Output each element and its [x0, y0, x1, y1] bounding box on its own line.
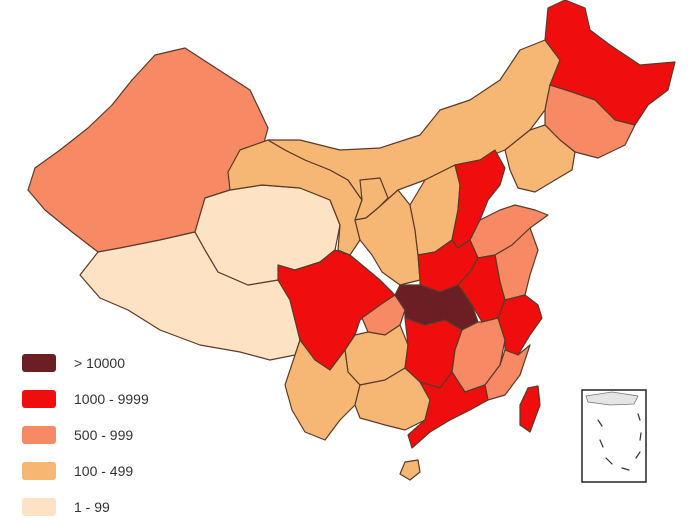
region-hainan[interactable] — [399, 459, 421, 481]
legend-label: 100 - 499 — [74, 463, 134, 479]
legend-item: 1000 - 9999 — [22, 381, 149, 417]
region-guangdong[interactable] — [407, 371, 489, 449]
legend-swatch — [22, 462, 56, 480]
legend-item: 100 - 499 — [22, 453, 149, 489]
south-china-sea-inset — [581, 389, 647, 483]
map-legend: > 10000 1000 - 9999 500 - 999 100 - 499 … — [22, 345, 149, 525]
legend-item: 1 - 99 — [22, 489, 149, 525]
map-stage: > 10000 1000 - 9999 500 - 999 100 - 499 … — [22, 0, 676, 516]
legend-swatch — [22, 498, 56, 516]
legend-label: 1 - 99 — [74, 499, 110, 515]
region-zhejiang[interactable] — [497, 294, 543, 356]
china-province-map — [27, 0, 676, 483]
region-liaoning[interactable] — [504, 124, 576, 193]
region-jilin[interactable] — [544, 84, 636, 159]
legend-item: 500 - 999 — [22, 417, 149, 453]
legend-item: > 10000 — [22, 345, 149, 381]
region-taiwan[interactable] — [519, 385, 541, 433]
legend-swatch — [22, 354, 56, 372]
legend-swatch — [22, 426, 56, 444]
legend-label: 1000 - 9999 — [74, 391, 149, 407]
legend-label: > 10000 — [74, 355, 125, 371]
legend-label: 500 - 999 — [74, 427, 134, 443]
legend-swatch — [22, 390, 56, 408]
region-inner-mongolia[interactable] — [267, 39, 561, 209]
